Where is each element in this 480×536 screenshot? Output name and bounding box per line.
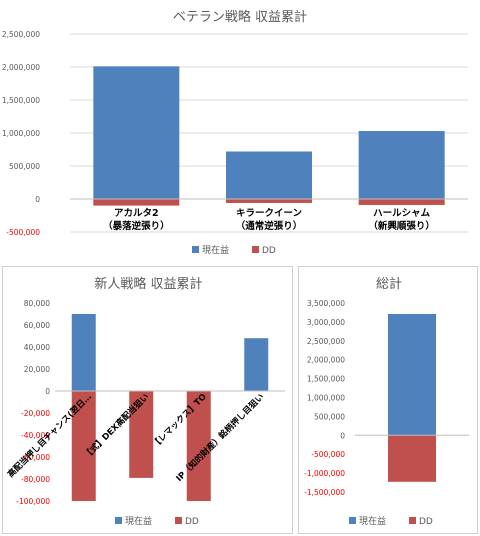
category-label: （暴落逆張り） bbox=[103, 220, 170, 232]
legend-label: 現在益 bbox=[125, 515, 152, 527]
dd-bar bbox=[93, 199, 180, 206]
y-tick-label: -80,000 bbox=[21, 475, 50, 484]
y-tick-label: 2,000,000 bbox=[2, 63, 40, 72]
y-tick-label: -1,500,000 bbox=[304, 488, 345, 497]
y-tick-label: 500,000 bbox=[9, 162, 40, 171]
dd-bar bbox=[186, 391, 211, 501]
legend-swatch-dd bbox=[175, 517, 182, 524]
y-tick-label: 0 bbox=[340, 431, 345, 440]
dd-bar bbox=[71, 391, 96, 501]
chart-title: 新人戦略 収益累計 bbox=[94, 276, 202, 292]
legend-label: DD bbox=[419, 517, 433, 527]
legend-swatch-profit bbox=[192, 246, 199, 253]
y-tick-label: 1,500,000 bbox=[2, 96, 40, 105]
newbie-chart: 新人戦略 収益累計 80,000 60,000 40,000 20,000 0 -20,00… bbox=[5, 276, 285, 527]
newbie-chart-panel: 新人戦略 収益累計 80,000 60,000 40,000 20,000 0 -20,00… bbox=[2, 266, 293, 534]
legend-swatch-profit bbox=[349, 517, 356, 524]
y-tick-label: -20,000 bbox=[21, 409, 50, 418]
y-tick-label: -500,000 bbox=[311, 450, 345, 459]
profit-bar bbox=[71, 314, 96, 391]
y-tick-label: -1,000,000 bbox=[304, 469, 345, 478]
y-tick-label: 1,500,000 bbox=[307, 375, 345, 384]
category-label: キラークイーン bbox=[236, 208, 302, 219]
total-chart: 総計 3,500,000 3,000,000 2,500,000 2,000,000 1,… bbox=[304, 276, 469, 527]
y-tick-label: 3,000,000 bbox=[307, 318, 345, 327]
y-tick-label: -100,000 bbox=[16, 497, 50, 506]
category-label: アカルタ2 bbox=[114, 207, 159, 219]
y-tick-label: -40,000 bbox=[21, 431, 50, 440]
dd-bar bbox=[388, 435, 436, 482]
y-tick-label: 1,000,000 bbox=[2, 129, 40, 138]
y-tick-label: 500,000 bbox=[314, 412, 345, 421]
y-tick-label: 0 bbox=[35, 195, 40, 204]
category-label: ハールシャム bbox=[373, 208, 431, 219]
y-tick-label: 0 bbox=[45, 387, 50, 396]
category-label: （通常逆張り） bbox=[236, 220, 303, 232]
profit-bar bbox=[388, 313, 436, 436]
dd-bar bbox=[129, 391, 154, 478]
y-tick-label: 1,000,000 bbox=[307, 394, 345, 403]
chart-title: ベテラン戦略 収益累計 bbox=[173, 9, 307, 25]
chart-title: 総計 bbox=[376, 276, 402, 292]
veteran-chart-panel: ベテラン戦略 収益累計 2,500,000 2,000,000 1,500,000 1,… bbox=[0, 0, 480, 264]
legend-label: 現在益 bbox=[202, 244, 229, 256]
y-tick-label: -500,000 bbox=[6, 228, 40, 237]
y-tick-label: 2,500,000 bbox=[307, 337, 345, 346]
veteran-chart: ベテラン戦略 収益累計 2,500,000 2,000,000 1,500,000 1,… bbox=[2, 9, 468, 256]
legend-swatch-dd bbox=[409, 517, 416, 524]
y-tick-label: -60,000 bbox=[21, 453, 50, 462]
y-tick-label: 2,500,000 bbox=[2, 30, 40, 39]
dd-bar bbox=[358, 199, 445, 205]
profit-bar bbox=[226, 151, 312, 199]
legend-swatch-profit bbox=[115, 517, 122, 524]
legend-label: DD bbox=[262, 246, 276, 256]
profit-bar bbox=[244, 338, 269, 391]
y-tick-label: 3,500,000 bbox=[307, 299, 345, 308]
legend-label: DD bbox=[185, 517, 199, 527]
dd-bar bbox=[226, 199, 312, 203]
category-label: （新興順張り） bbox=[368, 220, 435, 232]
profit-bar bbox=[358, 131, 445, 199]
total-chart-panel: 総計 3,500,000 3,000,000 2,500,000 2,000,000 1,… bbox=[298, 266, 478, 534]
y-tick-label: 20,000 bbox=[24, 365, 50, 374]
legend-label: 現在益 bbox=[359, 515, 386, 527]
y-tick-label: 60,000 bbox=[24, 321, 50, 330]
y-tick-label: 80,000 bbox=[24, 299, 50, 308]
profit-bar bbox=[93, 66, 180, 199]
legend-swatch-dd bbox=[252, 246, 259, 253]
y-tick-label: 2,000,000 bbox=[307, 356, 345, 365]
y-tick-label: 40,000 bbox=[24, 343, 50, 352]
